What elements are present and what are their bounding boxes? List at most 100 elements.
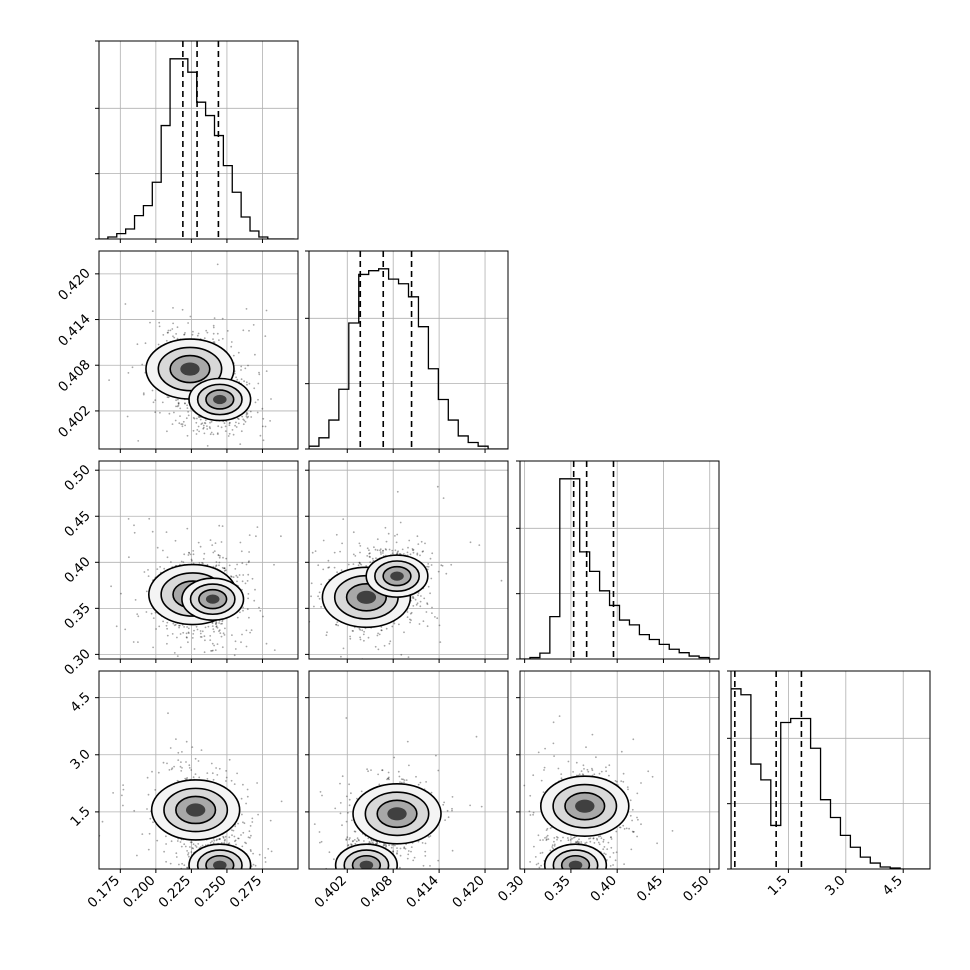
scatter-point xyxy=(209,635,212,637)
scatter-point xyxy=(407,656,410,658)
scatter-point xyxy=(216,774,219,776)
scatter-point xyxy=(357,564,360,567)
scatter-point xyxy=(133,531,136,534)
scatter-point xyxy=(418,623,421,625)
scatter-point xyxy=(399,521,402,524)
scatter-point xyxy=(220,635,223,638)
scatter-point xyxy=(436,617,439,620)
scatter-point xyxy=(162,334,165,336)
scatter-point xyxy=(431,606,433,609)
scatter-point xyxy=(202,558,205,560)
scatter-point xyxy=(166,634,169,637)
scatter-point xyxy=(442,497,445,499)
scatter-point xyxy=(244,367,247,370)
scatter-point xyxy=(217,554,220,556)
scatter-point xyxy=(368,552,371,555)
scatter-point xyxy=(249,410,252,413)
scatter-point xyxy=(419,605,422,608)
scatter-point xyxy=(202,424,205,427)
scatter-point xyxy=(223,570,226,572)
scatter-point xyxy=(385,548,387,551)
scatter-point xyxy=(234,882,236,884)
panel-content xyxy=(99,41,295,239)
scatter-point xyxy=(188,552,191,554)
scatter-point xyxy=(195,421,198,424)
scatter-point xyxy=(205,875,207,877)
panel-content xyxy=(309,485,503,659)
scatter-point xyxy=(202,427,205,430)
scatter-point xyxy=(257,382,260,385)
scatter-point xyxy=(237,351,240,354)
scatter-point xyxy=(445,572,448,575)
scatter-point xyxy=(258,371,260,374)
scatter-point xyxy=(256,411,259,414)
scatter-point xyxy=(199,636,202,638)
scatter-point xyxy=(280,800,283,803)
scatter-point xyxy=(185,632,188,635)
scatter-point xyxy=(450,563,453,566)
scatter-point xyxy=(267,883,269,885)
scatter-point xyxy=(178,626,181,629)
scatter-point xyxy=(201,872,203,874)
scatter-point xyxy=(187,627,190,630)
scatter-point xyxy=(150,677,152,679)
y-tick-label: 0.45 xyxy=(61,508,94,541)
scatter-point xyxy=(215,564,218,567)
scatter-point xyxy=(347,563,350,566)
scatter-point xyxy=(412,549,414,552)
scatter-point xyxy=(242,821,244,824)
contour-line-2 xyxy=(205,389,235,410)
scatter-point xyxy=(265,370,268,372)
scatter-point xyxy=(198,416,201,419)
scatter-point xyxy=(359,545,362,547)
scatter-point xyxy=(216,263,219,266)
scatter-point xyxy=(244,582,247,585)
scatter-point xyxy=(360,563,363,566)
scatter-point xyxy=(222,632,225,635)
scatter-point xyxy=(211,544,214,546)
scatter-point xyxy=(233,835,236,838)
scatter-point xyxy=(252,324,255,326)
scatter-point xyxy=(265,309,268,312)
scatter-point xyxy=(318,597,321,600)
scatter-point xyxy=(216,332,219,335)
scatter-point xyxy=(221,317,224,320)
scatter-point xyxy=(241,633,243,636)
scatter-point xyxy=(352,630,354,632)
scatter-point xyxy=(196,417,198,420)
scatter-point xyxy=(188,855,190,858)
scatter-point xyxy=(213,630,215,633)
scatter-point xyxy=(434,616,436,618)
scatter-point xyxy=(412,597,415,599)
scatter-point xyxy=(415,603,418,606)
scatter-panel-2-0: 0.300.350.400.450.50 xyxy=(61,460,299,679)
scatter-point xyxy=(213,550,216,552)
scatter-point xyxy=(137,440,140,442)
scatter-point xyxy=(214,622,217,625)
scatter-point xyxy=(176,405,179,408)
scatter-point xyxy=(236,879,238,881)
scatter-point xyxy=(176,337,179,340)
scatter-point xyxy=(230,575,233,578)
scatter-point xyxy=(251,817,254,820)
scatter-point xyxy=(400,653,403,656)
scatter-point xyxy=(197,541,200,544)
panel-frame xyxy=(98,250,299,450)
scatter-point xyxy=(241,562,244,565)
y-tick-label: 0.40 xyxy=(61,554,94,587)
scatter-point xyxy=(178,422,181,425)
scatter-point xyxy=(500,579,503,582)
scatter-point xyxy=(206,873,208,875)
scatter-point xyxy=(227,435,230,437)
scatter-point xyxy=(169,870,171,872)
scatter-point xyxy=(374,548,377,551)
scatter-point xyxy=(240,641,242,644)
scatter-point xyxy=(172,322,175,325)
scatter-point xyxy=(425,611,428,613)
scatter-point xyxy=(236,576,239,579)
scatter-point xyxy=(354,555,357,557)
scatter-point xyxy=(146,808,148,810)
scatter-point xyxy=(127,518,130,520)
scatter-point xyxy=(262,615,264,618)
